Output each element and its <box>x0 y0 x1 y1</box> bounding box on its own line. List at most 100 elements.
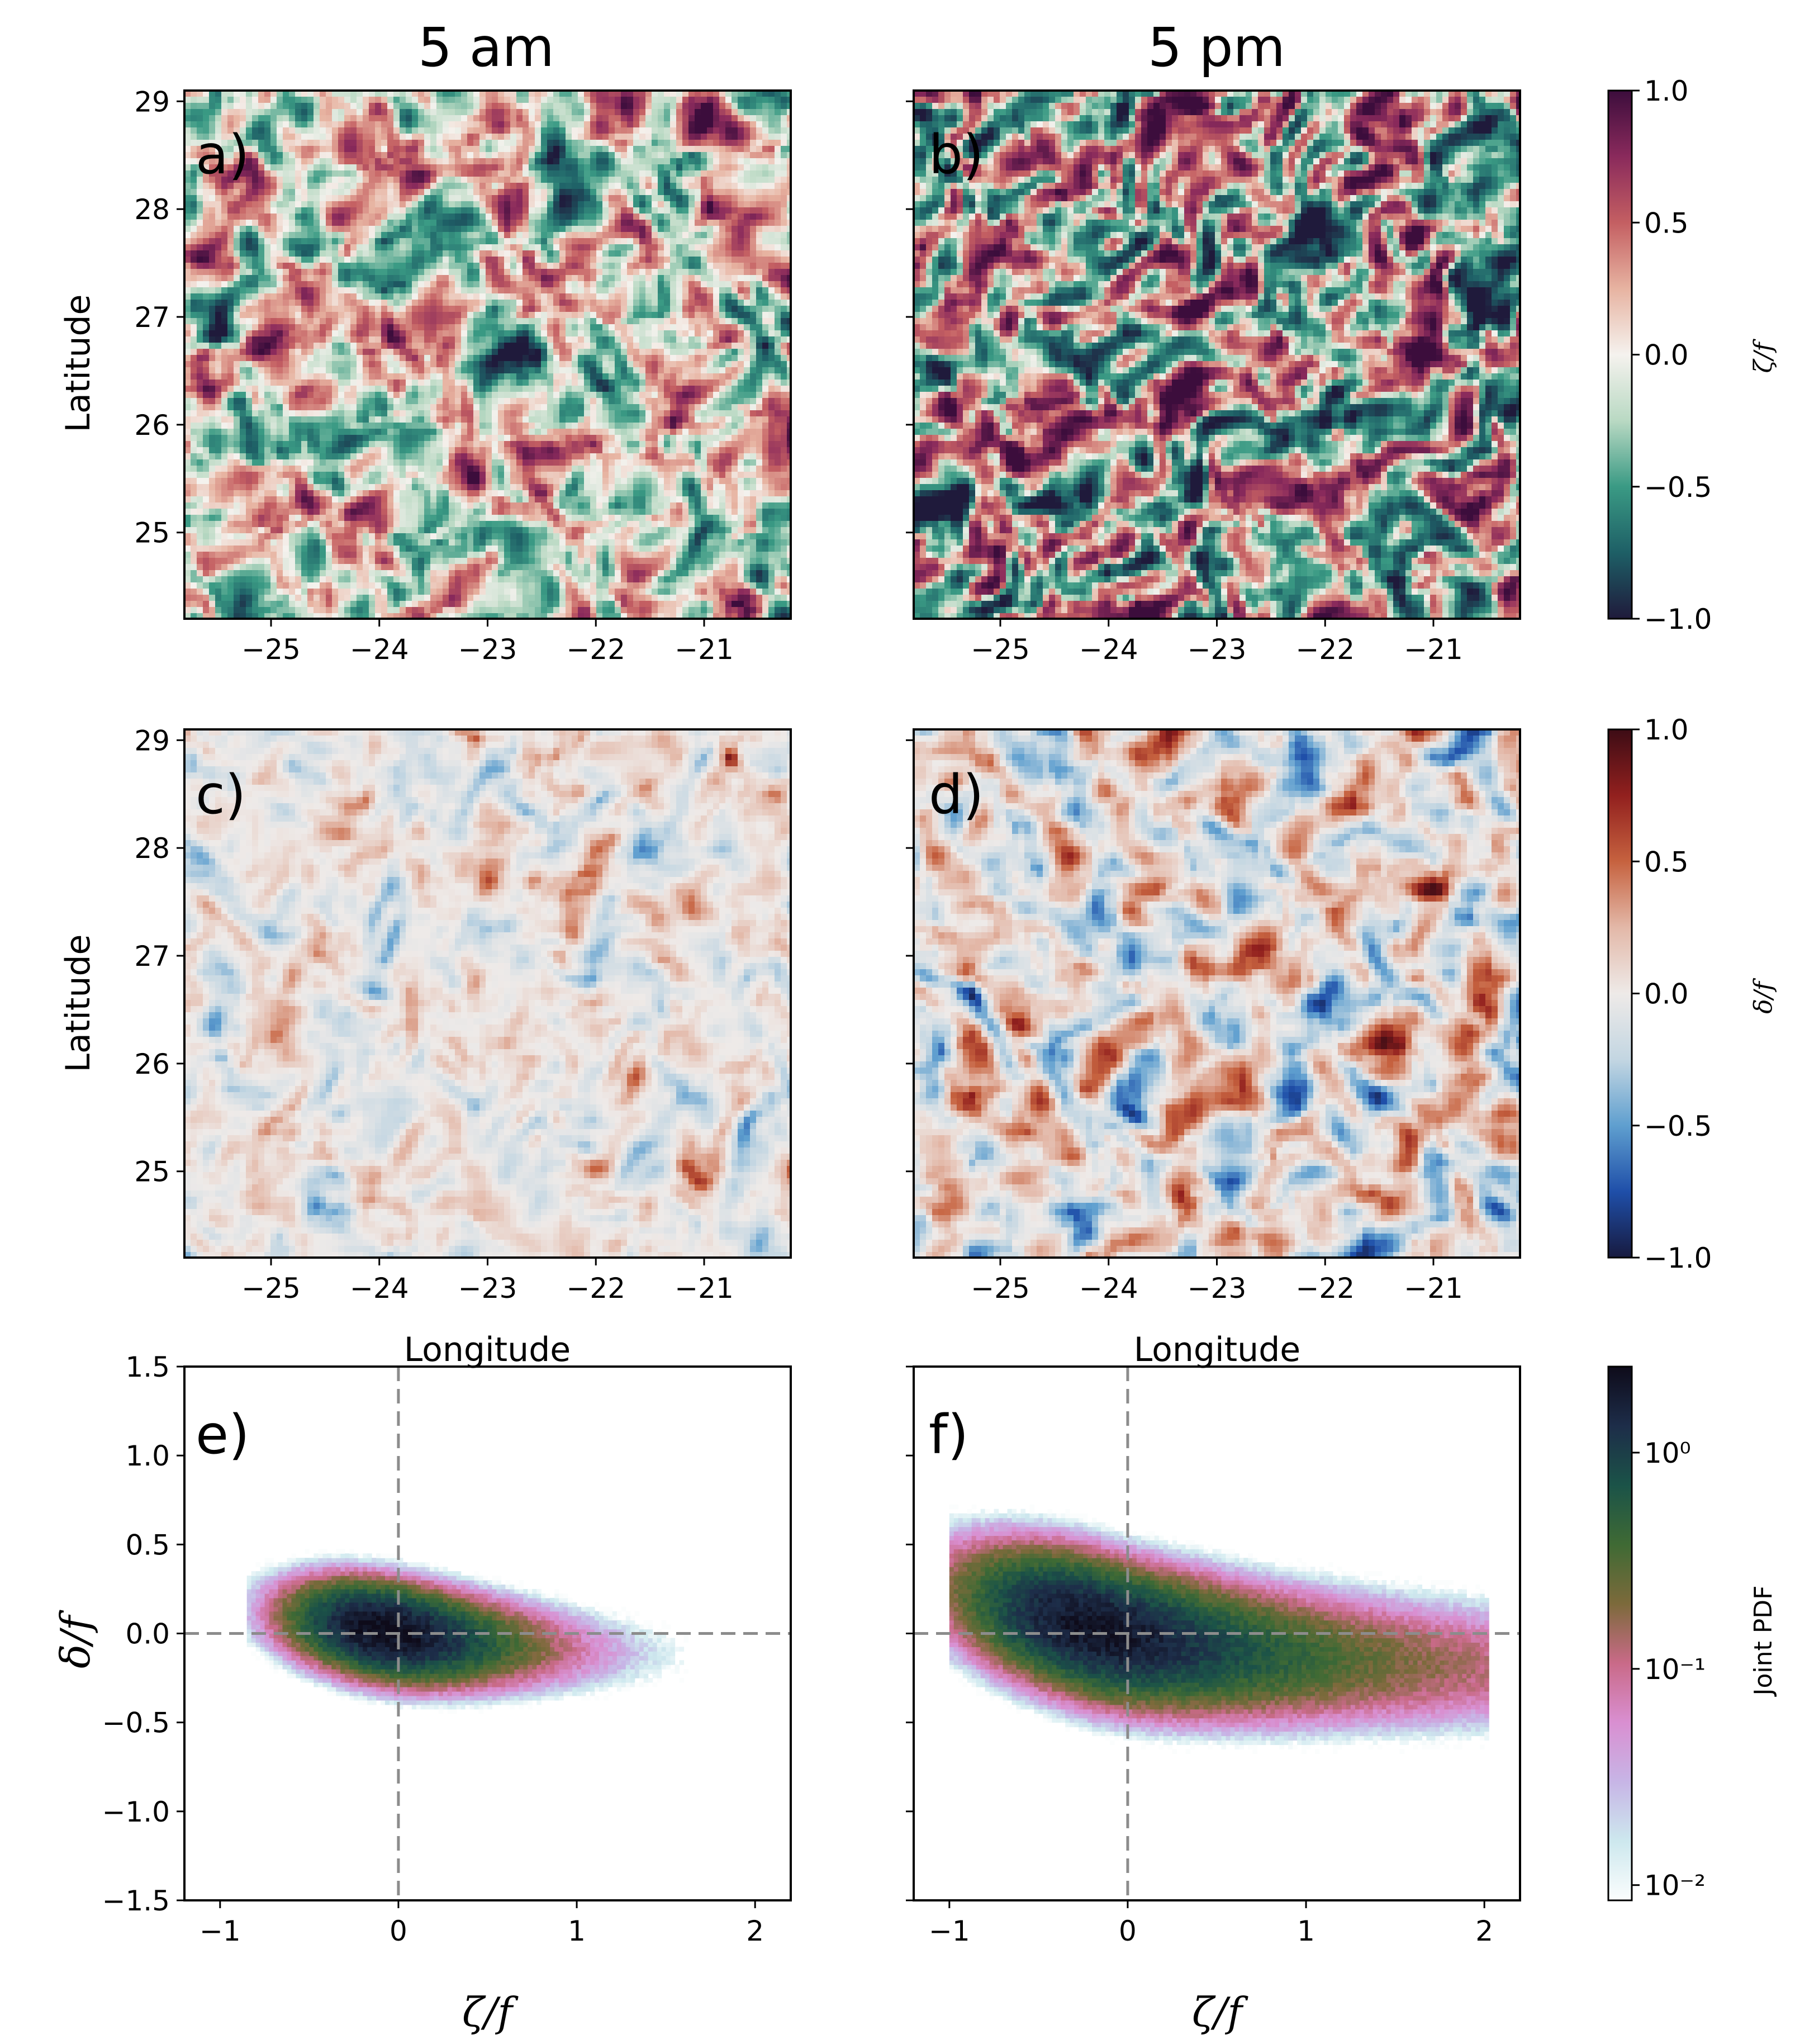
field-cell <box>473 103 480 110</box>
field-cell <box>258 134 265 140</box>
field-cell <box>504 109 511 116</box>
field-cell <box>449 97 455 103</box>
field-cell <box>775 103 781 110</box>
field-cell <box>307 115 314 122</box>
field-cell <box>418 127 425 134</box>
field-cell <box>738 103 744 110</box>
field-cell <box>338 134 345 140</box>
field-cell <box>707 103 714 110</box>
field-cell <box>781 97 787 103</box>
field-cell <box>744 97 751 103</box>
field-cell <box>350 109 357 116</box>
field-cell <box>424 127 431 134</box>
field-cell <box>289 115 296 122</box>
field-cell <box>412 115 419 122</box>
field-cell <box>584 121 591 128</box>
field-cell <box>639 121 646 128</box>
field-cell <box>486 134 492 140</box>
field-cell <box>270 134 277 140</box>
field-cell <box>676 134 683 140</box>
field-cell <box>234 97 240 103</box>
field-cell <box>369 115 376 122</box>
field-cell <box>492 121 498 128</box>
field-cell <box>578 109 585 116</box>
field-cell <box>436 127 443 134</box>
field-cell <box>516 103 523 110</box>
field-cell <box>615 103 621 110</box>
field-cell <box>449 103 455 110</box>
field-cell <box>289 109 296 116</box>
field-cell <box>486 115 492 122</box>
field-cell <box>621 115 628 122</box>
field-cell <box>486 97 492 103</box>
column-title-5am: 5 am <box>418 16 554 79</box>
field-cell <box>326 121 333 128</box>
field-cell <box>467 103 474 110</box>
field-cell <box>670 97 677 103</box>
field-cell <box>473 109 480 116</box>
field-cell <box>400 103 406 110</box>
field-cell <box>738 127 744 134</box>
field-cell <box>486 109 492 116</box>
field-cell <box>270 115 277 122</box>
field-cell <box>738 109 744 116</box>
field-cell <box>455 115 462 122</box>
field-cell <box>455 127 462 134</box>
field-cell <box>320 109 326 116</box>
field-cell <box>695 109 701 116</box>
field-cell <box>332 103 339 110</box>
field-cell <box>479 109 486 116</box>
field-cell <box>750 121 757 128</box>
field-cell <box>418 109 425 116</box>
field-cell <box>652 109 658 116</box>
field-cell <box>479 127 486 134</box>
field-cell <box>633 109 640 116</box>
field-cell <box>400 127 406 134</box>
field-cell <box>645 115 652 122</box>
field-cell <box>609 109 615 116</box>
field-cell <box>492 127 498 134</box>
field-cell <box>320 115 326 122</box>
field-cell <box>375 109 382 116</box>
field-cell <box>596 97 603 103</box>
field-cell <box>738 121 744 128</box>
field-cell <box>529 103 535 110</box>
field-cell <box>240 109 246 116</box>
field-cell <box>529 115 535 122</box>
field-cell <box>535 103 542 110</box>
field-cell <box>332 115 339 122</box>
field-cell <box>436 134 443 140</box>
field-cell <box>645 134 652 140</box>
field-cell <box>559 97 566 103</box>
field-cell <box>363 103 369 110</box>
field-cell <box>744 103 751 110</box>
field-cell <box>381 121 388 128</box>
field-cell <box>467 115 474 122</box>
field-cell <box>252 109 259 116</box>
field-cell <box>418 103 425 110</box>
field-cell <box>498 134 505 140</box>
field-cell <box>682 103 689 110</box>
field-cell <box>191 97 197 103</box>
field-cell <box>443 97 449 103</box>
field-cell <box>566 134 572 140</box>
field-cell <box>498 115 505 122</box>
field-cell <box>424 115 431 122</box>
field-cell <box>338 121 345 128</box>
field-cell <box>338 127 345 134</box>
field-cell <box>350 134 357 140</box>
field-cell <box>387 134 394 140</box>
field-cell <box>609 134 615 140</box>
field-cell <box>264 115 271 122</box>
field-cell <box>234 109 240 116</box>
field-cell <box>523 115 529 122</box>
field-cell <box>430 115 437 122</box>
field-cell <box>344 134 351 140</box>
field-cell <box>221 109 228 116</box>
field-cell <box>406 97 412 103</box>
field-cell <box>424 134 431 140</box>
field-cell <box>762 115 769 122</box>
field-cell <box>510 103 517 110</box>
field-cell <box>203 97 210 103</box>
field-cell <box>344 109 351 116</box>
